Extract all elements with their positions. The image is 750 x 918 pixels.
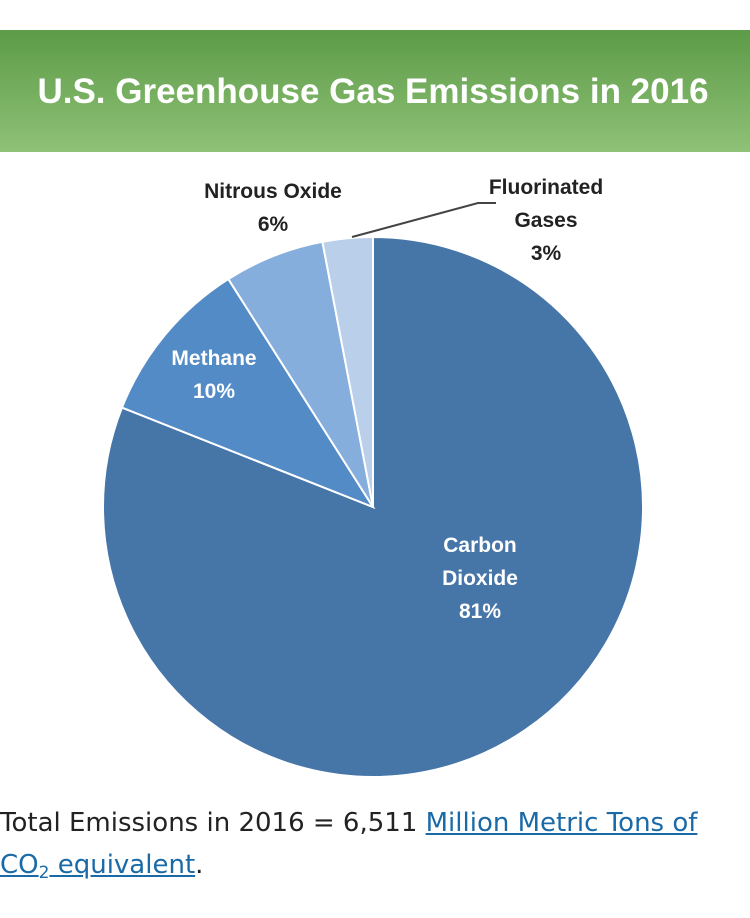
title-banner (0, 30, 750, 152)
caption-text: Total Emissions in 2016 = 6,511 (0, 808, 426, 838)
chart-title: U.S. Greenhouse Gas Emissions in 2016 (37, 72, 708, 111)
slice-value-label-nitrous-oxide: 6% (258, 213, 289, 236)
slice-name-label-methane: Methane (171, 347, 256, 370)
slice-value-label-carbon-dioxide: 81% (459, 600, 501, 623)
slice-value-label-methane: 10% (193, 380, 235, 403)
slice-name-label-nitrous-oxide: Nitrous Oxide (204, 180, 342, 203)
units-link[interactable]: Million Metric Tons of CO2 equivalent (0, 808, 698, 883)
slice-name-label-fluorinated-gases: Fluorinated (489, 176, 603, 199)
slice-value-label-fluorinated-gases: 3% (531, 242, 562, 265)
fluorinated-gases-leader-line (351, 202, 496, 238)
slice-name-label-fluorinated-gases: Gases (514, 209, 577, 232)
pie-labels: Carbon Dioxide 81% Methane 10% Nitrous Oxide 6… (171, 176, 603, 623)
pie-slice-fluorinated-gases (321, 235, 374, 508)
pie-slices (102, 235, 644, 778)
caption-period: . (195, 850, 204, 880)
slice-name-label-carbon-dioxide: Dioxide (442, 567, 518, 590)
emissions-pie-chart: U.S. Greenhouse Gas Emissions in 2016 Ca… (0, 30, 750, 778)
slice-name-label-carbon-dioxide: Carbon (443, 534, 517, 557)
pie-slice-methane (120, 277, 376, 510)
total-emissions-caption: Total Emissions in 2016 = 6,511 Million … (0, 802, 740, 894)
